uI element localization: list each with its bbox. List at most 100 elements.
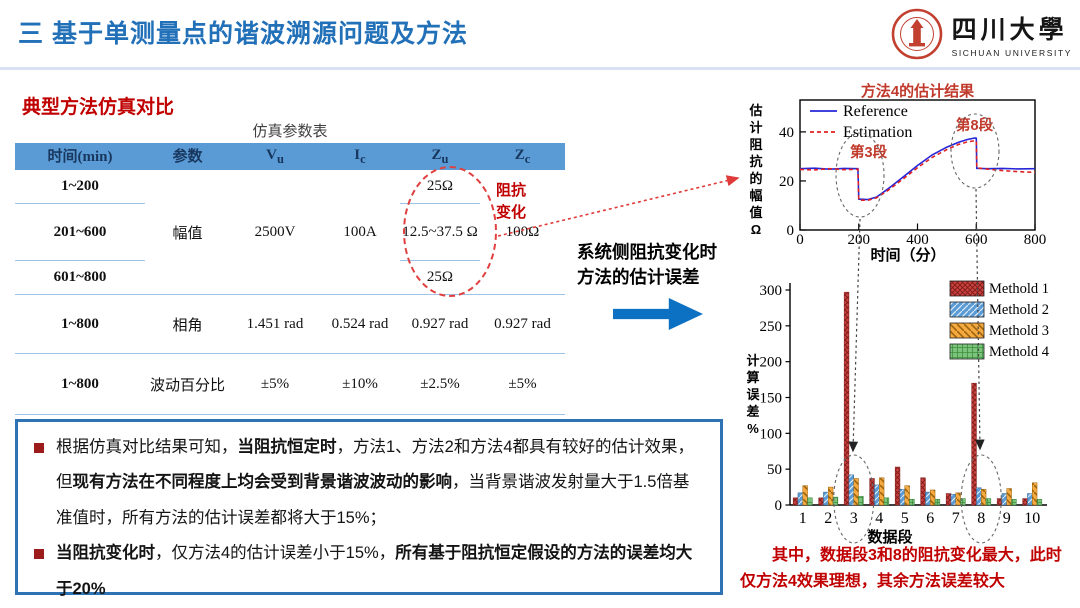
bullet-item: 当阻抗变化时，仅方法4的估计误差小于15%，所有基于阻抗恒定假设的方法的误差均大…	[26, 536, 702, 607]
svg-text:200: 200	[848, 232, 871, 248]
cell-vu-phase: 1.451 rad	[230, 294, 320, 354]
svg-text:阻: 阻	[749, 137, 762, 152]
summary-box: 根据仿真对比结果可知，当阻抗恒定时，方法1、方法2和方法4都具有较好的估计效果，…	[15, 419, 723, 598]
svg-text:0: 0	[775, 498, 783, 514]
svg-text:200: 200	[760, 355, 783, 371]
svg-text:10: 10	[1024, 510, 1040, 527]
col-ic: Ic	[320, 143, 400, 170]
svg-text:值: 值	[749, 205, 762, 220]
col-param: 参数	[145, 143, 230, 170]
university-name-en: SICHUAN UNIVERSITY	[951, 48, 1072, 58]
svg-text:4: 4	[875, 510, 883, 527]
university-name: 四川大學 SICHUAN UNIVERSITY	[952, 10, 1072, 58]
col-vu: Vu	[230, 143, 320, 170]
cell-zu-phase: 0.927 rad	[400, 294, 480, 354]
svg-text:150: 150	[760, 391, 783, 407]
middle-caption-line1: 系统侧阻抗变化时	[577, 242, 717, 262]
svg-text:抗: 抗	[749, 154, 762, 169]
svg-text:0: 0	[796, 232, 804, 248]
bullet-square-icon	[34, 443, 44, 453]
svg-text:Estimation: Estimation	[843, 124, 912, 141]
cell-time-3: 601~800	[15, 260, 145, 295]
cell-time-2: 201~600	[15, 203, 145, 261]
cell-param-fluct: 波动百分比	[145, 353, 230, 415]
table-header-row: 时间(min) 参数 Vu Ic Zu Zc	[15, 143, 565, 170]
svg-text:幅: 幅	[749, 188, 762, 203]
cell-ic-fluct: ±10%	[320, 353, 400, 415]
svg-text:6: 6	[926, 510, 934, 527]
table-row: 1~800 波动百分比 ±5% ±10% ±2.5% ±5%	[15, 353, 565, 415]
svg-text:Reference: Reference	[843, 103, 908, 120]
bullet-text: 根据仿真对比结果可知，当阻抗恒定时，方法1、方法2和方法4都具有较好的估计效果，…	[56, 438, 695, 527]
svg-text:8: 8	[977, 510, 985, 527]
svg-text:Methold 4: Methold 4	[989, 344, 1050, 360]
university-name-cn: 四川大學	[951, 17, 1068, 44]
cell-vu-fluct: ±5%	[230, 353, 320, 415]
svg-text:时间（分）: 时间（分）	[870, 246, 945, 264]
svg-text:100: 100	[760, 426, 783, 442]
middle-caption: 系统侧阻抗变化时 方法的估计误差	[577, 240, 717, 291]
conclusion-text: 其中，数据段3和8的阻抗变化最大，此时仅方法4效果理想，其余方法误差较大	[740, 547, 1062, 590]
svg-text:9: 9	[1003, 510, 1011, 527]
svg-text:5: 5	[901, 510, 909, 527]
svg-text:3: 3	[850, 510, 858, 527]
impedance-change-label: 阻抗变化	[496, 182, 527, 221]
svg-text:250: 250	[760, 319, 783, 335]
middle-caption-line2: 方法的估计误差	[577, 267, 700, 288]
svg-text:7: 7	[952, 510, 960, 527]
cell-param-amp: 幅值	[145, 170, 230, 295]
bullet-item: 根据仿真对比结果可知，当阻抗恒定时，方法1、方法2和方法4都具有较好的估计效果，…	[26, 430, 702, 536]
cell-zu-fluct: ±2.5%	[400, 353, 480, 415]
table-caption: 仿真参数表	[252, 124, 328, 140]
university-logo: 四川大學 SICHUAN UNIVERSITY	[890, 7, 1072, 61]
svg-text:Methold 1: Methold 1	[989, 281, 1049, 297]
svg-text:300: 300	[760, 283, 783, 299]
svg-text:的: 的	[749, 171, 762, 186]
header-divider	[0, 67, 1080, 70]
col-zc: Zc	[480, 143, 565, 170]
cell-vu-amp: 2500V	[230, 170, 320, 295]
cell-time-4: 1~800	[15, 294, 145, 354]
svg-text:Methold 3: Methold 3	[989, 323, 1049, 339]
cell-time-1: 1~200	[15, 170, 145, 204]
svg-text:估: 估	[748, 103, 762, 118]
svg-text:20: 20	[779, 174, 794, 190]
line-chart-title: 方法4的估计结果	[860, 83, 975, 100]
col-zu: Zu	[400, 143, 480, 170]
svg-text:Ω: Ω	[751, 222, 761, 237]
svg-text:0: 0	[787, 223, 795, 239]
impedance-change-ellipse	[403, 166, 497, 297]
svg-text:%: %	[747, 421, 759, 436]
svg-text:400: 400	[906, 232, 929, 248]
cell-zc-phase: 0.927 rad	[480, 294, 565, 354]
svg-text:800: 800	[1024, 232, 1047, 248]
svg-text:40: 40	[779, 125, 794, 141]
svg-text:50: 50	[767, 462, 782, 478]
svg-text:数据段: 数据段	[867, 528, 912, 546]
svg-text:2: 2	[824, 510, 832, 527]
cell-ic-amp: 100A	[320, 170, 400, 295]
col-time: 时间(min)	[15, 143, 145, 170]
cell-time-5: 1~800	[15, 353, 145, 415]
table-row: 1~800 相角 1.451 rad 0.524 rad 0.927 rad 0…	[15, 294, 565, 354]
svg-text:Methold 2: Methold 2	[989, 302, 1049, 318]
svg-text:1: 1	[799, 510, 807, 527]
svg-text:差: 差	[746, 404, 759, 419]
svg-text:计: 计	[749, 120, 762, 135]
right-arrow-shape	[613, 298, 703, 330]
university-seal-icon	[891, 8, 942, 60]
cell-param-phase: 相角	[145, 294, 230, 354]
bullet-text: 当阻抗变化时，仅方法4的估计误差小于15%，所有基于阻抗恒定假设的方法的误差均大…	[56, 544, 693, 598]
section-heading: 典型方法仿真对比	[22, 97, 175, 118]
svg-text:算: 算	[746, 370, 759, 385]
cell-zc-fluct: ±5%	[480, 353, 565, 415]
svg-text:第8段: 第8段	[956, 116, 994, 134]
svg-text:误: 误	[746, 387, 760, 402]
page-title: 三 基于单测量点的谐波溯源问题及方法	[18, 20, 468, 48]
svg-text:600: 600	[965, 232, 988, 248]
bullet-square-icon	[34, 549, 44, 560]
svg-text:计: 计	[746, 353, 759, 368]
